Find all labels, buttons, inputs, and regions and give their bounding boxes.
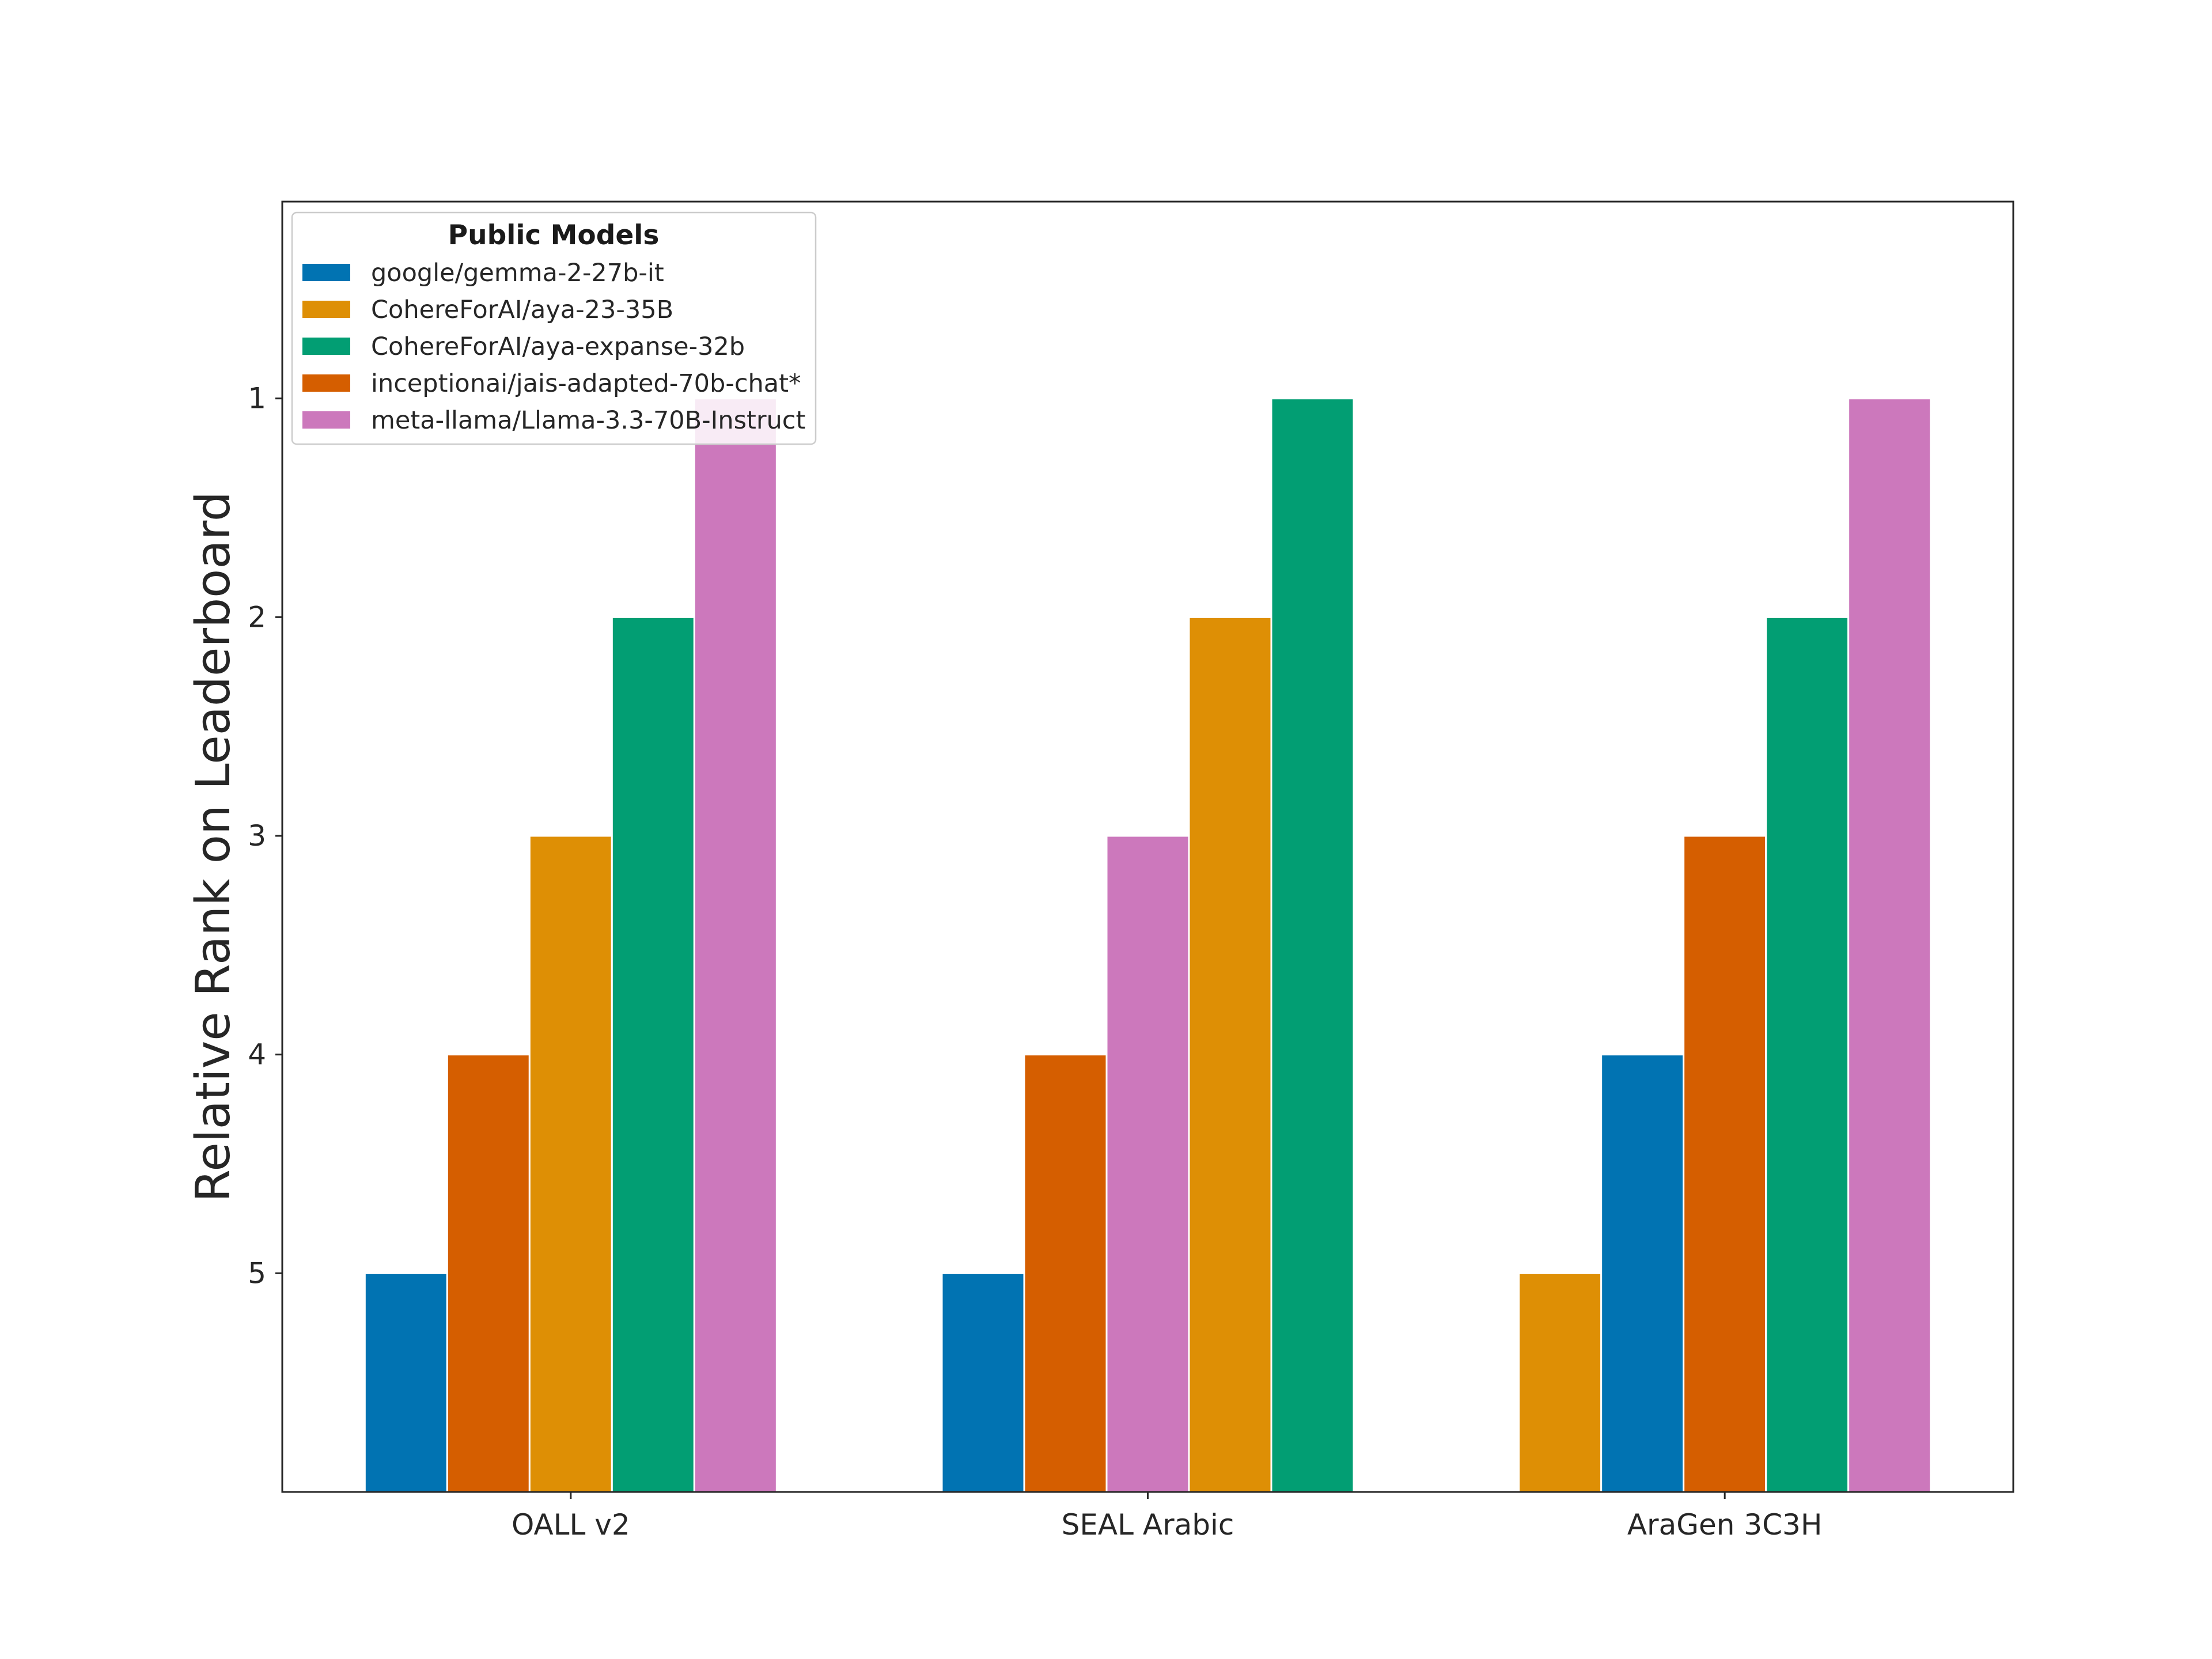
bar-oall-v2-cohereforai-aya-23-35b	[528, 835, 613, 1493]
y-ticks-group: 1 2 3 4 5	[248, 382, 282, 1290]
bar-oall-v2-inceptionai-jais-adapted-70b-chat	[446, 1054, 531, 1493]
x-ticks-group: OALL v2 SEAL Arabic AraGen 3C3H	[512, 1492, 1822, 1541]
bar-aragen-3c3h-google-gemma-2-27b-it	[1600, 1054, 1685, 1493]
plot-frame	[281, 200, 2014, 1493]
legend-swatch-google-gemma-2-27b-it	[302, 264, 350, 281]
y-tick-label-2: 2	[248, 600, 266, 634]
legend-swatch-cohereforai-aya-23-35b	[302, 301, 350, 318]
bar-oall-v2-meta-llama-llama-3-3-70b-instruct	[693, 397, 778, 1493]
bar-aragen-3c3h-cohereforai-aya-23-35b	[1518, 1272, 1603, 1493]
y-tick-label-3: 3	[248, 819, 266, 853]
x-tick-label-oall-v2: OALL v2	[512, 1508, 630, 1541]
bar-seal-arabic-meta-llama-llama-3-3-70b-instruct	[1105, 835, 1190, 1493]
y-axis-label: Relative Rank on Leaderboard	[186, 491, 241, 1202]
y-tick-label-4: 4	[248, 1038, 266, 1071]
bar-seal-arabic-cohereforai-aya-expanse-32b	[1270, 397, 1355, 1493]
legend-items: google/gemma-2-27b-it CohereForAI/aya-23-…	[302, 259, 805, 435]
legend: Public Models google/gemma-2-27b-it Coher…	[291, 211, 817, 445]
bars-group	[363, 397, 1932, 1493]
x-tick-label-seal-arabic: SEAL Arabic	[1062, 1508, 1234, 1541]
bar-seal-arabic-inceptionai-jais-adapted-70b-chat	[1023, 1054, 1108, 1493]
bar-aragen-3c3h-meta-llama-llama-3-3-70b-instruct	[1847, 397, 1932, 1493]
bar-seal-arabic-google-gemma-2-27b-it	[941, 1272, 1025, 1493]
legend-label-cohereforai-aya-23-35b: CohereForAI/aya-23-35B	[371, 296, 673, 324]
legend-label-cohereforai-aya-expanse-32b: CohereForAI/aya-expanse-32b	[371, 332, 745, 361]
legend-swatch-inceptionai-jais-adapted-70b-chat	[302, 374, 350, 392]
legend-swatch-cohereforai-aya-expanse-32b	[302, 338, 350, 355]
legend-label-google-gemma-2-27b-it: google/gemma-2-27b-it	[371, 259, 664, 287]
bar-oall-v2-google-gemma-2-27b-it	[363, 1272, 448, 1493]
legend-swatch-meta-llama-llama-3-3-70b-instruct	[302, 411, 350, 429]
x-tick-label-aragen-3c3h: AraGen 3C3H	[1627, 1508, 1823, 1541]
y-tick-label-1: 1	[248, 382, 266, 415]
bar-aragen-3c3h-inceptionai-jais-adapted-70b-chat	[1683, 835, 1767, 1493]
bar-oall-v2-cohereforai-aya-expanse-32b	[611, 616, 695, 1493]
legend-label-inceptionai-jais-adapted-70b-chat: inceptionai/jais-adapted-70b-chat*	[371, 369, 801, 398]
bar-aragen-3c3h-cohereforai-aya-expanse-32b	[1765, 616, 1850, 1493]
legend-box	[291, 211, 817, 445]
bar-seal-arabic-cohereforai-aya-23-35b	[1188, 616, 1272, 1493]
legend-title: Public Models	[448, 219, 660, 251]
y-tick-label-5: 5	[248, 1256, 266, 1290]
legend-label-meta-llama-llama-3-3-70b-instruct: meta-llama/Llama-3.3-70B-Instruct	[371, 406, 805, 435]
